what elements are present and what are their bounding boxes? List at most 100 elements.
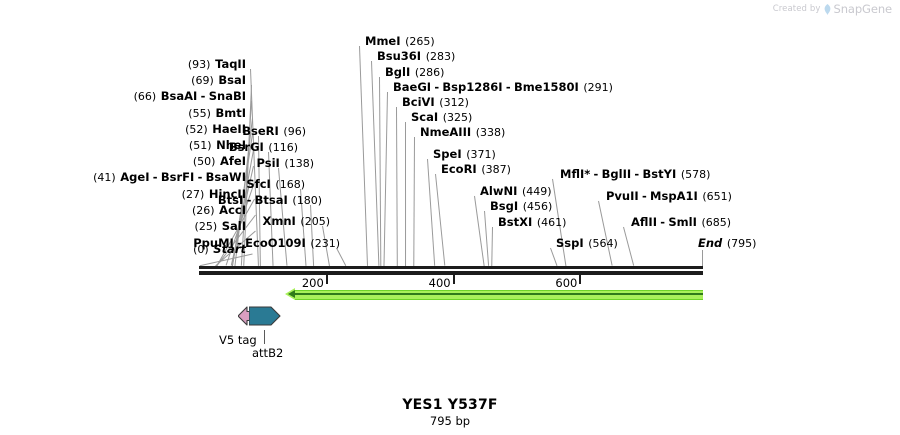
enzyme-name[interactable]: AgeI: [120, 170, 150, 185]
enzyme-label-row[interactable]: PpuMI - EcoO109I (231): [193, 237, 340, 250]
enzyme-name[interactable]: SpeI: [433, 147, 462, 161]
enzyme-name[interactable]: AccI: [219, 202, 246, 217]
enzyme-name[interactable]: Start: [213, 242, 246, 257]
enzyme-position: (138): [284, 157, 314, 170]
enzyme-label-row[interactable]: (41) AgeI - BsrFI - BsaWI: [93, 171, 246, 184]
enzyme-name[interactable]: MspA1I: [650, 189, 698, 203]
enzyme-label-row[interactable]: (93) TaqII: [188, 58, 246, 71]
enzyme-name[interactable]: BstYI: [642, 167, 677, 181]
enzyme-label-row[interactable]: AflII - SmlI (685): [631, 216, 731, 229]
enzyme-name[interactable]: BsaWI: [205, 170, 246, 185]
enzyme-name[interactable]: SspI: [556, 236, 584, 250]
enzyme-label-row[interactable]: BsgI (456): [490, 200, 552, 213]
enzyme-label-row[interactable]: SpeI (371): [433, 148, 496, 161]
enzyme-name[interactable]: BtsaI: [254, 193, 288, 207]
enzyme-name[interactable]: Bsp1286I: [442, 80, 503, 94]
enzyme-label-row[interactable]: (25) SalI: [195, 220, 246, 233]
enzyme-label-row[interactable]: (51) NheI: [189, 139, 246, 152]
enzyme-label-row[interactable]: (55) BmtI: [188, 107, 246, 120]
enzyme-label-row[interactable]: BtsI - BtsaI (180): [218, 194, 322, 207]
enzyme-leader-line: [359, 45, 368, 267]
feature-attb2[interactable]: [248, 304, 281, 332]
enzyme-name[interactable]: AflII: [631, 215, 657, 229]
enzyme-name[interactable]: PsiI: [256, 156, 280, 170]
enzyme-position: (564): [588, 237, 618, 250]
enzyme-label-row[interactable]: BseRI (96): [242, 125, 306, 138]
enzyme-label-row[interactable]: SspI (564): [556, 237, 618, 250]
enzyme-name[interactable]: End: [698, 236, 723, 250]
enzyme-label-row[interactable]: XmnI (205): [262, 215, 330, 228]
enzyme-label-row[interactable]: (50) AfeI: [193, 155, 246, 168]
enzyme-leader-line: [484, 210, 490, 267]
enzyme-label-row[interactable]: MmeI (265): [365, 35, 435, 48]
enzyme-name[interactable]: BstXI: [498, 215, 533, 229]
enzyme-name[interactable]: XmnI: [262, 214, 296, 228]
orf-arrow-body[interactable]: [295, 290, 703, 300]
enzyme-name[interactable]: NheI: [216, 138, 246, 152]
enzyme-name[interactable]: HaeII: [212, 121, 246, 136]
enzyme-name[interactable]: Bme1580I: [513, 80, 579, 94]
enzyme-label-row[interactable]: (26) AccI: [192, 204, 246, 217]
enzyme-name[interactable]: BciVI: [402, 95, 435, 109]
enzyme-name[interactable]: MmeI: [365, 34, 401, 48]
orf-arrow-centerline: [295, 293, 703, 295]
enzyme-name[interactable]: PpuMI: [193, 236, 234, 250]
enzyme-name[interactable]: BaeGI: [393, 80, 432, 94]
enzyme-label-row[interactable]: MflI* - BglII - BstYI (578): [560, 168, 710, 181]
enzyme-label-row[interactable]: EcoRI (387): [441, 163, 511, 176]
enzyme-position: (286): [414, 66, 445, 79]
enzyme-label-row[interactable]: BglI (286): [385, 66, 444, 79]
enzyme-name[interactable]: SalI: [221, 219, 246, 233]
enzyme-name[interactable]: BsrGI: [228, 140, 264, 154]
enzyme-name[interactable]: TaqII: [215, 57, 246, 71]
enzyme-name[interactable]: MflI*: [560, 167, 591, 181]
enzyme-name[interactable]: NmeAIII: [420, 125, 472, 139]
enzyme-label-row[interactable]: (69) BsaI: [191, 74, 246, 87]
ruler-tick: [579, 275, 582, 284]
enzyme-name[interactable]: PvuII: [606, 189, 639, 203]
enzyme-name[interactable]: BsrFI: [160, 170, 195, 185]
enzyme-label-row[interactable]: BciVI (312): [402, 96, 469, 109]
enzyme-position: (651): [702, 190, 732, 203]
enzyme-name[interactable]: SnaBI: [208, 89, 246, 104]
enzyme-name[interactable]: AlwNI: [480, 184, 518, 198]
enzyme-name[interactable]: EcoRI: [441, 162, 477, 176]
enzyme-name[interactable]: BtsI: [217, 193, 244, 207]
enzyme-name-separator: -: [639, 189, 650, 203]
enzyme-label-row[interactable]: BsrGI (116): [229, 141, 298, 154]
enzyme-name[interactable]: HincII: [208, 186, 246, 201]
enzyme-name[interactable]: BseRI: [242, 124, 279, 138]
enzyme-label-row[interactable]: BaeGI - Bsp1286I - Bme1580I (291): [393, 81, 613, 94]
enzyme-name[interactable]: BglII: [601, 167, 632, 181]
enzyme-name[interactable]: ScaI: [411, 110, 439, 124]
enzyme-name[interactable]: AfeI: [220, 154, 246, 169]
enzyme-leader-line: [413, 136, 415, 267]
enzyme-name[interactable]: BsaAI: [160, 89, 198, 104]
enzyme-label-row[interactable]: PsiI (138): [257, 157, 314, 170]
start-label[interactable]: (0) Start: [193, 243, 246, 256]
enzyme-position: (116): [268, 141, 298, 154]
enzyme-label-row[interactable]: (27) HincII: [182, 188, 246, 201]
orf-arrow-head-inner: [288, 290, 295, 298]
enzyme-label-row[interactable]: (52) HaeII: [185, 123, 246, 136]
enzyme-label-row[interactable]: SfcI (168): [246, 178, 305, 191]
enzyme-label-row[interactable]: (66) BsaAI - SnaBI: [134, 90, 246, 103]
enzyme-name[interactable]: SfcI: [246, 177, 271, 191]
enzyme-name[interactable]: BsgI: [490, 199, 519, 213]
enzyme-label-row[interactable]: PvuII - MspA1I (651): [606, 190, 732, 203]
enzyme-label-row[interactable]: AlwNI (449): [480, 185, 552, 198]
enzyme-position: (456): [522, 200, 553, 213]
enzyme-label-row[interactable]: Bsu36I (283): [377, 50, 455, 63]
enzyme-name[interactable]: SmlI: [668, 215, 697, 229]
enzyme-label-row[interactable]: BstXI (461): [498, 216, 566, 229]
enzyme-label-row[interactable]: NmeAIII (338): [420, 126, 505, 139]
end-label[interactable]: End (795): [698, 237, 756, 250]
enzyme-name[interactable]: BsaI: [218, 73, 246, 88]
enzyme-name[interactable]: EcoO109I: [245, 236, 306, 250]
enzyme-leader-line: [379, 76, 382, 266]
enzyme-name[interactable]: BglI: [385, 65, 411, 79]
enzyme-name[interactable]: BmtI: [215, 105, 246, 120]
enzyme-name[interactable]: Bsu36I: [377, 49, 422, 63]
enzyme-label-row[interactable]: ScaI (325): [411, 111, 472, 124]
